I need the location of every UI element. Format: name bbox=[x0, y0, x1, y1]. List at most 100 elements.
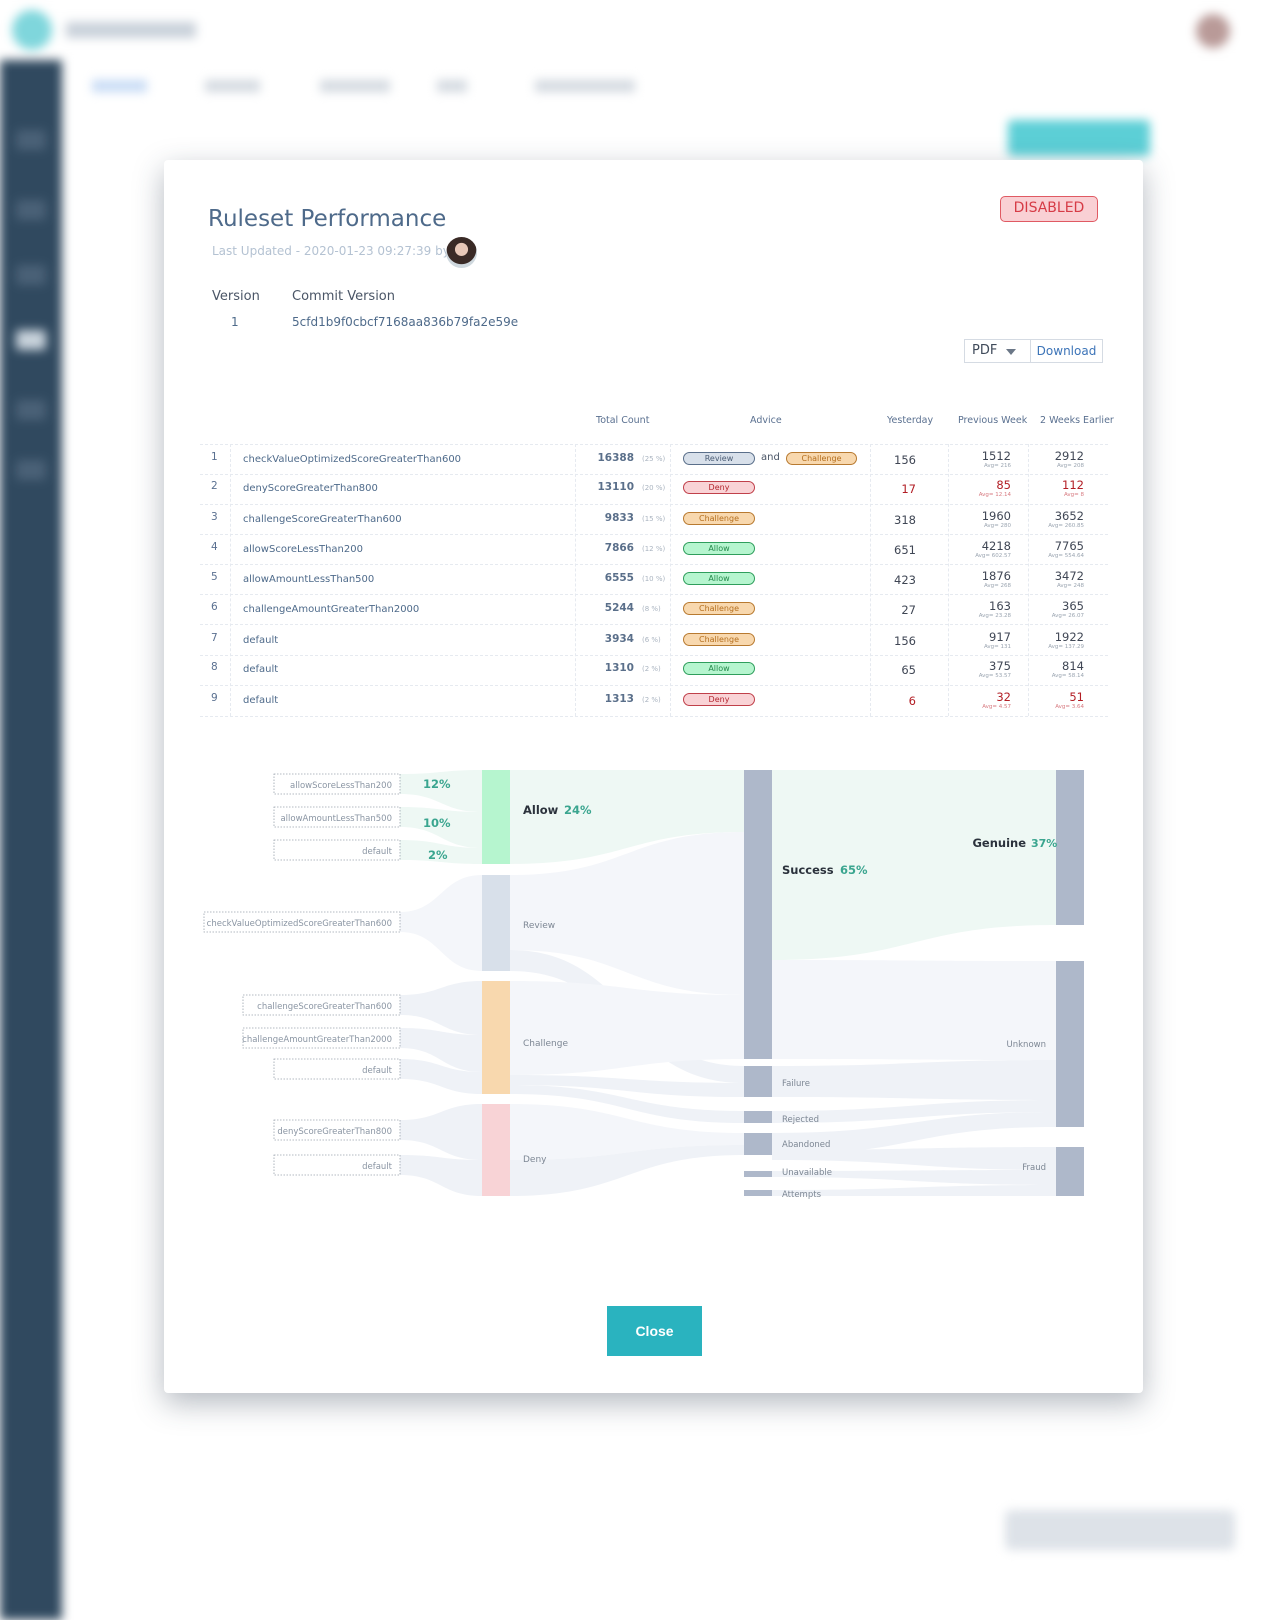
outcome-node-label: Abandoned bbox=[782, 1140, 830, 1150]
rule-label: allowScoreLessThan200 bbox=[290, 781, 392, 791]
advice-badge-challenge: Challenge bbox=[786, 452, 857, 465]
sankey-link bbox=[772, 1060, 1056, 1100]
rule-box bbox=[242, 1027, 401, 1049]
avatar bbox=[446, 237, 477, 268]
sankey-link bbox=[400, 1155, 482, 1196]
total-percent: (8 %) bbox=[642, 605, 661, 613]
advice-badge-review: Review bbox=[683, 452, 755, 465]
advice-badge-allow: Allow bbox=[683, 662, 755, 675]
row-number: 6 bbox=[211, 601, 218, 613]
chevron-down-icon bbox=[1006, 349, 1016, 355]
two-weeks-avg: Avg= 8 bbox=[1063, 492, 1084, 498]
rule-label: challengeAmountGreaterThan2000 bbox=[242, 1035, 392, 1045]
row-divider bbox=[200, 655, 1108, 656]
header-advice: Advice bbox=[750, 415, 782, 426]
total-count: 1310 bbox=[604, 662, 634, 674]
download-button[interactable]: Download bbox=[1030, 339, 1103, 363]
close-button[interactable]: Close bbox=[607, 1306, 702, 1356]
yesterday-count: 651 bbox=[894, 543, 916, 557]
sankey-link bbox=[772, 770, 1056, 960]
column-divider bbox=[870, 444, 871, 716]
two-weeks-count: 2912 bbox=[1054, 449, 1084, 463]
outcome-node-percent: 65% bbox=[840, 863, 868, 877]
two-weeks-count: 3472 bbox=[1054, 569, 1084, 583]
rule-label: allowAmountLessThan500 bbox=[280, 814, 392, 824]
previous-week-avg: Avg= 4.57 bbox=[982, 704, 1011, 710]
sankey-link bbox=[400, 840, 482, 864]
row-divider bbox=[200, 594, 1108, 595]
advice-node-label: Deny bbox=[523, 1155, 547, 1165]
total-count: 9833 bbox=[604, 512, 634, 524]
sankey-link bbox=[510, 832, 744, 995]
row-number: 2 bbox=[211, 480, 218, 492]
yesterday-count: 423 bbox=[894, 573, 916, 587]
version-label: Version bbox=[212, 289, 260, 304]
row-divider bbox=[200, 564, 1108, 565]
row-divider bbox=[200, 474, 1108, 475]
two-weeks-count: 51 bbox=[1069, 690, 1084, 704]
row-divider bbox=[200, 685, 1108, 686]
commit-label: Commit Version bbox=[292, 289, 396, 304]
version-value: 1 bbox=[231, 315, 239, 329]
two-weeks-avg: Avg= 26.07 bbox=[1051, 613, 1084, 619]
previous-week-count: 32 bbox=[996, 690, 1011, 704]
outcome-node-success bbox=[744, 770, 772, 1059]
advice-badge-challenge: Challenge bbox=[683, 602, 755, 615]
row-number: 4 bbox=[211, 541, 218, 553]
advice-badge-allow: Allow bbox=[683, 542, 755, 555]
previous-week-count: 1960 bbox=[981, 509, 1011, 523]
background-footer bbox=[1005, 1510, 1235, 1550]
sankey-link bbox=[772, 1147, 1056, 1170]
status-badge: DISABLED bbox=[1000, 196, 1098, 222]
advice-node-label: Challenge bbox=[523, 1039, 568, 1049]
rule-percent: 10% bbox=[423, 816, 451, 830]
yesterday-count: 156 bbox=[894, 634, 916, 648]
previous-week-count: 4218 bbox=[981, 539, 1011, 553]
advice-node-label: Review bbox=[523, 921, 555, 931]
row-divider bbox=[200, 444, 1108, 445]
total-count: 1313 bbox=[604, 693, 634, 705]
rule-name: denyScoreGreaterThan800 bbox=[243, 483, 378, 494]
total-count: 5244 bbox=[604, 602, 634, 614]
advice-node-review bbox=[482, 875, 510, 971]
row-number: 1 bbox=[211, 451, 218, 463]
total-count: 7866 bbox=[604, 542, 634, 554]
advice-badge-allow: Allow bbox=[683, 572, 755, 585]
advice-node-label: Allow bbox=[523, 803, 559, 817]
total-percent: (10 %) bbox=[642, 575, 666, 583]
previous-week-count: 85 bbox=[996, 478, 1011, 492]
sankey-link bbox=[400, 1104, 482, 1160]
label-node-unknown bbox=[1056, 961, 1084, 1127]
column-divider bbox=[670, 444, 671, 716]
advice-node-deny bbox=[482, 1104, 510, 1196]
two-weeks-count: 7765 bbox=[1054, 539, 1084, 553]
sankey-link bbox=[510, 981, 744, 1075]
yesterday-count: 6 bbox=[908, 694, 916, 708]
rule-name: checkValueOptimizedScoreGreaterThan600 bbox=[243, 454, 462, 465]
sankey-link bbox=[400, 1028, 482, 1072]
sankey-link bbox=[772, 1185, 1056, 1196]
advice-joiner: and bbox=[761, 452, 780, 463]
total-percent: (15 %) bbox=[642, 515, 666, 523]
row-number: 5 bbox=[211, 571, 218, 583]
rule-label: checkValueOptimizedScoreGreaterThan600 bbox=[207, 919, 392, 929]
previous-week-avg: Avg= 602.57 bbox=[975, 553, 1011, 559]
last-updated: Last Updated - 2020-01-23 09:27:39 by bbox=[212, 244, 450, 258]
two-weeks-avg: Avg= 3.64 bbox=[1055, 704, 1084, 710]
row-divider bbox=[200, 534, 1108, 535]
total-count: 3934 bbox=[604, 633, 634, 645]
previous-week-avg: Avg= 216 bbox=[983, 463, 1011, 469]
advice-badge-challenge: Challenge bbox=[683, 512, 755, 525]
advice-badge-challenge: Challenge bbox=[683, 633, 755, 646]
total-percent: (25 %) bbox=[642, 455, 666, 463]
yesterday-count: 156 bbox=[894, 453, 916, 467]
previous-week-avg: Avg= 131 bbox=[983, 644, 1011, 650]
two-weeks-count: 365 bbox=[1062, 599, 1084, 613]
previous-week-avg: Avg= 280 bbox=[983, 523, 1011, 529]
two-weeks-count: 112 bbox=[1062, 478, 1084, 492]
yesterday-count: 27 bbox=[901, 603, 916, 617]
commit-value: 5cfd1b9f0cbcf7168aa836b79fa2e59e bbox=[292, 315, 519, 329]
outcome-node-label: Success bbox=[782, 863, 834, 877]
rule-label: default bbox=[362, 1162, 393, 1172]
